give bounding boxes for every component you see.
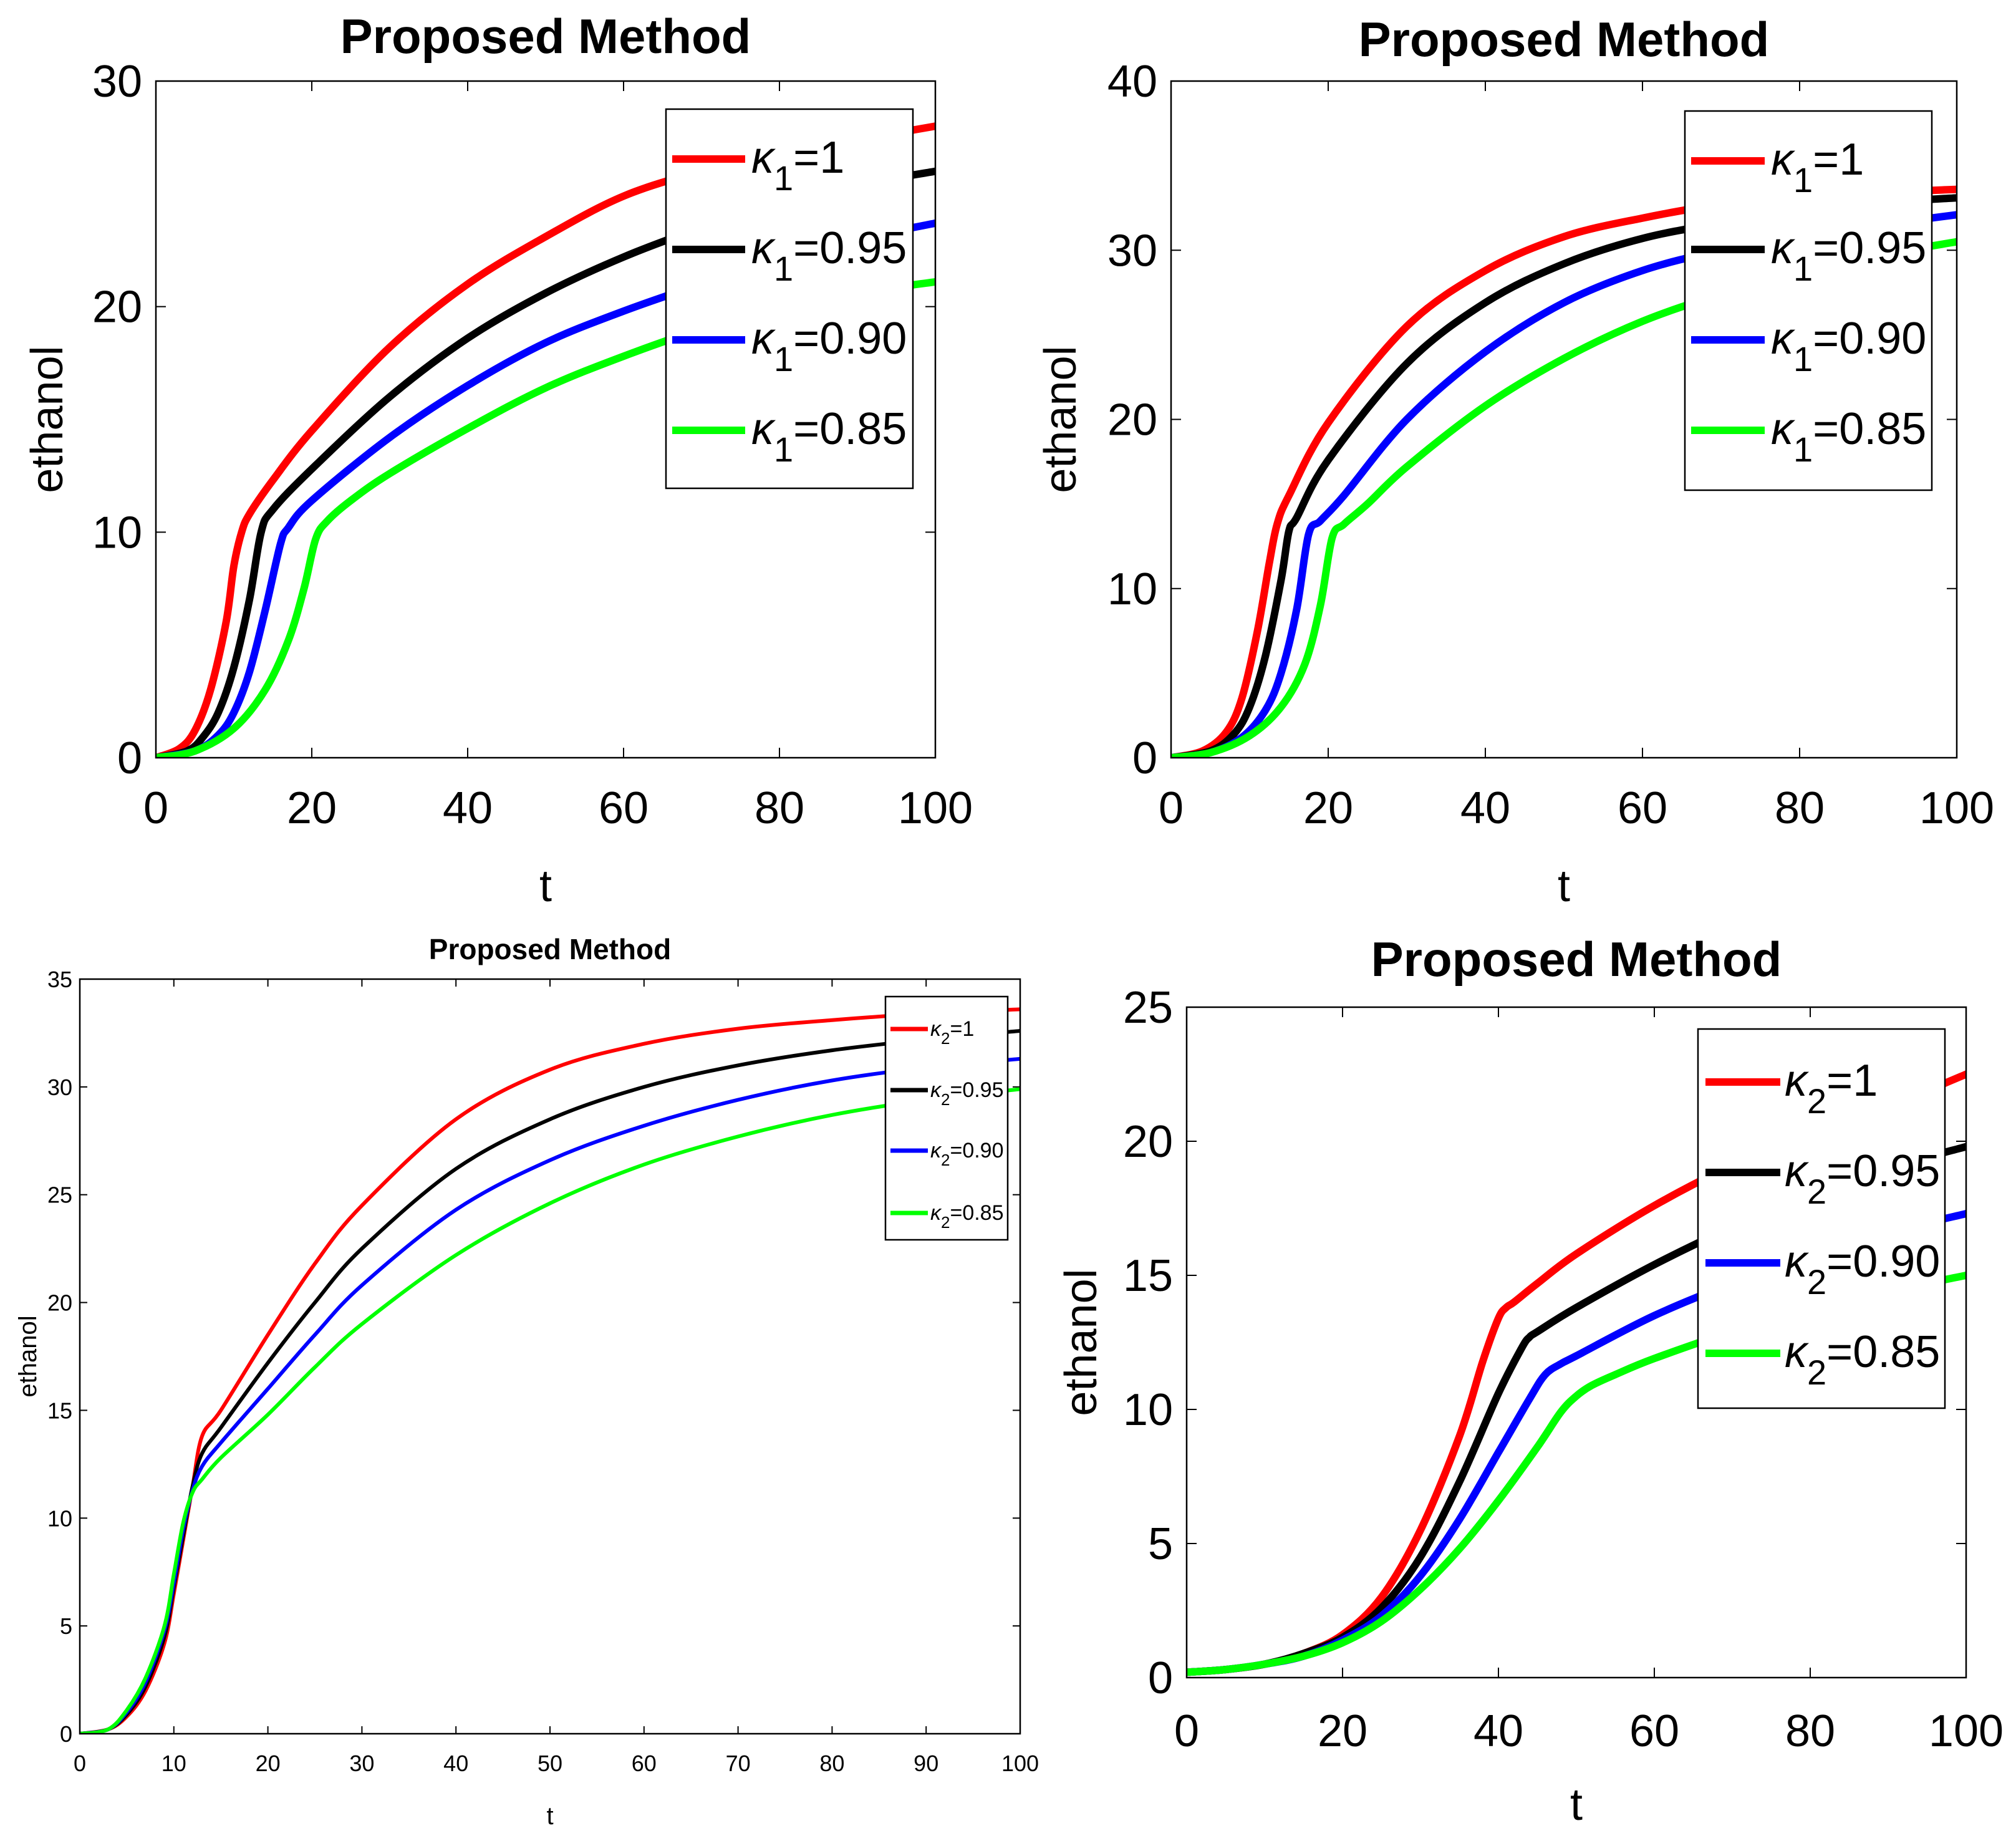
legend-label-4: κ1=0.85 [751,404,907,469]
chart-panel-3: Proposed Method 0 10 20 30 40 50 60 70 80 90 100 0 5 1… [14,933,1039,1830]
x-tick-label: 60 [632,1751,657,1776]
legend-label-3: κ1=0.90 [1771,314,1926,379]
x-tick-label: 30 [349,1751,374,1776]
y-tick-label: 0 [1148,1653,1173,1703]
legend-label-1: κ2=1 [1785,1056,1878,1121]
legend-label-1: κ1=1 [751,133,844,198]
y-tick-label: 15 [1123,1251,1173,1301]
y-tick-label: 10 [47,1505,72,1531]
x-tick-label: 80 [1775,783,1825,833]
chart-title: Proposed Method [1371,932,1782,987]
y-tick-label: 5 [60,1613,72,1639]
y-tick-label: 0 [60,1721,72,1747]
y-tick-label: 40 [1107,57,1157,107]
x-tick-label: 0 [143,783,168,833]
legend-label-4: κ2=0.85 [1785,1327,1940,1392]
chart-panel-1: Proposed Method 0 20 40 60 80 100 0 10 20 30 t ethan… [22,9,973,911]
y-tick-label: 0 [1132,733,1157,783]
x-tick-label: 40 [1460,783,1510,833]
y-axis-label: ethanol [1036,345,1086,493]
x-tick-label: 80 [1785,1706,1835,1756]
x-tick-label: 60 [1618,783,1667,833]
legend-box [884,995,1009,1241]
x-tick-label: 100 [1929,1706,2004,1756]
chart-title: Proposed Method [1359,12,1770,67]
x-axis-label: t [539,861,552,911]
legend-label-4: κ1=0.85 [1771,404,1926,469]
legend-label-2: κ1=0.95 [751,223,907,288]
x-tick-label: 10 [162,1751,186,1776]
y-axis-label: ethanol [22,345,72,493]
legend-box [1697,1028,1946,1409]
y-tick-label: 15 [47,1398,72,1423]
x-tick-label: 90 [914,1751,938,1776]
chart-panel-2: Proposed Method 0 20 40 60 80 100 0 10 20 30 40 t eth… [1036,12,1994,911]
x-axis-label: t [546,1802,553,1830]
legend-label-3: κ2=0.90 [930,1139,1004,1169]
x-tick-label: 0 [1174,1706,1199,1756]
y-tick-label: 20 [1107,395,1157,445]
plot-border [1170,80,1958,759]
legend-label-2: κ2=0.95 [930,1078,1004,1109]
series-line-4 [80,1087,1020,1734]
x-tick-label: 100 [1919,783,1994,833]
x-tick-label: 20 [1318,1706,1367,1756]
x-tick-label: 40 [1473,1706,1523,1756]
legend-box [665,108,914,490]
chart-title: Proposed Method [340,9,751,64]
y-tick-label: 30 [47,1075,72,1100]
x-tick-label: 0 [74,1751,86,1776]
legend: κ2=1 κ2=0.95 κ2=0.90 κ2=0.85 [1697,1028,1946,1409]
legend-label-2: κ2=0.95 [1785,1146,1940,1211]
y-tick-label: 20 [1123,1117,1173,1167]
x-tick-label: 60 [1629,1706,1679,1756]
x-tick-label: 20 [287,783,337,833]
x-tick-label: 40 [443,1751,468,1776]
y-tick-label: 5 [1148,1519,1173,1569]
legend-label-3: κ1=0.90 [751,314,907,379]
y-tick-label: 30 [92,57,142,107]
legend: κ1=1 κ1=0.95 κ1=0.90 κ1=0.85 [1684,110,1933,491]
x-tick-label: 60 [599,783,649,833]
x-tick-label: 40 [443,783,493,833]
x-tick-label: 50 [538,1751,562,1776]
legend-label-3: κ2=0.90 [1785,1237,1940,1302]
x-tick-label: 0 [1159,783,1184,833]
legend-label-1: κ1=1 [1771,135,1864,200]
legend-label-2: κ1=0.95 [1771,223,1926,288]
x-tick-label: 80 [755,783,804,833]
x-tick-label: 100 [1001,1751,1039,1776]
plot-border [1185,1006,1967,1679]
plot-area [80,979,1020,1734]
x-tick-label: 20 [256,1751,281,1776]
y-tick-label: 10 [1123,1385,1173,1435]
x-axis-label: t [1558,861,1570,911]
chart-title: Proposed Method [429,933,671,965]
y-axis-label: ethanol [1056,1268,1106,1416]
y-axis-label: ethanol [14,1315,42,1397]
plot-border [79,978,1021,1735]
legend-label-4: κ2=0.85 [930,1201,1004,1232]
y-tick-label: 25 [47,1182,72,1208]
x-axis-label: t [1570,1780,1583,1830]
x-tick-label: 70 [726,1751,751,1776]
y-tick-label: 20 [92,283,142,332]
plot-border [155,80,937,759]
y-tick-label: 35 [47,967,72,992]
y-tick-label: 10 [1107,564,1157,614]
legend-label-1: κ2=1 [930,1017,974,1048]
chart-panel-4: Proposed Method 0 20 40 60 80 100 0 5 10 15 20 25 t et… [1056,932,2004,1830]
y-tick-label: 25 [1123,983,1173,1033]
legend: κ1=1 κ1=0.95 κ1=0.90 κ1=0.85 [665,108,914,490]
legend: κ2=1 κ2=0.95 κ2=0.90 κ2=0.85 [884,995,1009,1241]
y-tick-label: 30 [1107,226,1157,276]
y-tick-label: 0 [117,733,142,783]
x-tick-label: 80 [819,1751,844,1776]
y-tick-label: 10 [92,508,142,558]
y-tick-label: 20 [47,1290,72,1316]
x-tick-label: 20 [1303,783,1353,833]
x-tick-label: 100 [898,783,973,833]
